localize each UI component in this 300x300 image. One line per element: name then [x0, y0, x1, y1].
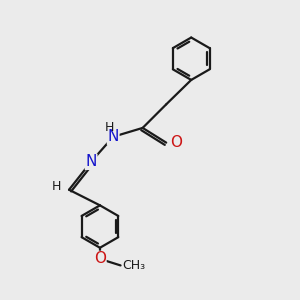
Text: N: N [107, 129, 119, 144]
Text: N: N [85, 154, 97, 169]
Text: H: H [51, 180, 61, 193]
Text: O: O [94, 251, 106, 266]
Text: CH₃: CH₃ [122, 259, 145, 272]
Text: H: H [105, 121, 114, 134]
Text: O: O [170, 135, 182, 150]
